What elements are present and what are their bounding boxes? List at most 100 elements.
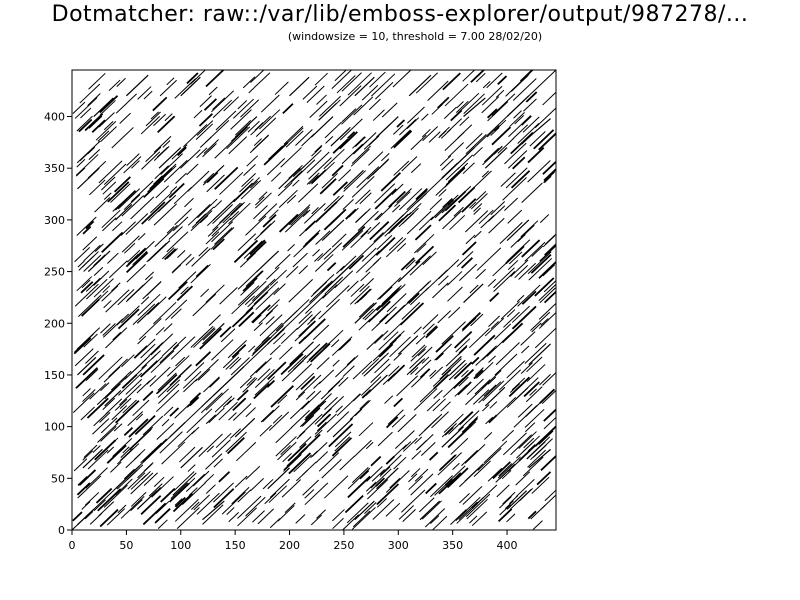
match-segment (260, 409, 274, 423)
match-segment (495, 89, 505, 98)
match-segment (376, 277, 402, 301)
match-segment (530, 311, 551, 331)
match-segment (407, 292, 420, 304)
match-segment (334, 436, 351, 452)
match-segment (396, 119, 406, 128)
match-segment (156, 146, 168, 158)
match-segment (372, 257, 382, 266)
match-segment (130, 472, 154, 495)
match-segment (504, 197, 519, 211)
match-segment (164, 113, 173, 122)
match-segment (124, 358, 147, 380)
match-segment (142, 438, 168, 463)
match-segment (212, 99, 233, 119)
match-segment (298, 183, 319, 203)
match-segment (502, 177, 527, 201)
match-segment (544, 243, 557, 256)
match-segment (453, 361, 473, 380)
match-segment (246, 376, 256, 386)
match-segment (456, 251, 474, 267)
match-segment (254, 368, 275, 388)
match-segment (361, 358, 380, 375)
match-segment (76, 158, 86, 168)
match-segment (450, 437, 469, 455)
match-segment (76, 482, 91, 496)
match-segment (376, 483, 400, 506)
match-segment (388, 190, 406, 208)
match-segment (148, 342, 164, 357)
match-segment (159, 79, 177, 97)
match-segment (243, 240, 263, 259)
match-segment (305, 400, 327, 421)
match-segment (459, 492, 470, 504)
match-segment (145, 146, 162, 163)
match-segment (402, 509, 416, 523)
match-segment (127, 253, 139, 265)
match-segment (262, 324, 284, 346)
match-segment (350, 283, 365, 297)
match-segment (95, 121, 117, 141)
match-segment (228, 202, 251, 225)
match-segment (507, 259, 519, 270)
match-segment (81, 501, 91, 510)
match-segment (108, 358, 128, 378)
match-segment (534, 107, 557, 129)
match-segment (473, 484, 498, 508)
match-segment (180, 286, 189, 295)
match-segment (540, 455, 557, 471)
match-segment (295, 391, 306, 401)
match-segment (234, 417, 256, 438)
match-segment (295, 372, 315, 391)
match-segment (497, 508, 513, 523)
match-segment (182, 370, 202, 389)
match-segment (397, 335, 419, 355)
match-segment (450, 109, 463, 122)
match-segment (347, 72, 372, 96)
match-segment (126, 153, 140, 167)
match-segment (517, 123, 540, 144)
match-segment (304, 482, 329, 506)
match-segment (78, 118, 93, 133)
match-segment (461, 241, 477, 256)
match-segment (421, 128, 431, 138)
match-segment (521, 290, 537, 305)
match-segment (441, 321, 466, 345)
y-tick-label: 100 (44, 421, 65, 434)
match-segment (159, 344, 180, 364)
match-segment (473, 207, 481, 215)
match-segment (409, 346, 433, 369)
match-segment (140, 296, 150, 305)
match-segment (270, 172, 282, 182)
match-segment (468, 416, 479, 426)
match-segment (447, 286, 463, 302)
match-segment (331, 437, 353, 457)
match-segment (298, 310, 313, 324)
match-segment (476, 247, 502, 271)
match-segment (527, 449, 546, 468)
match-segment (112, 221, 123, 232)
match-segment (126, 263, 146, 283)
match-segment (267, 299, 280, 312)
match-segment (284, 502, 296, 514)
match-segment (218, 401, 238, 421)
match-segment (205, 69, 225, 88)
match-segment (250, 180, 258, 189)
match-segment (273, 283, 286, 296)
match-segment (88, 149, 101, 161)
match-segment (538, 312, 557, 329)
match-segment (332, 509, 345, 522)
match-segment (328, 423, 354, 448)
match-segment (494, 353, 518, 376)
match-segment (252, 270, 264, 282)
match-segment (357, 210, 379, 232)
match-segment (246, 241, 267, 261)
match-segment (298, 413, 323, 437)
match-segment (415, 335, 426, 345)
match-segment (168, 182, 185, 199)
match-segment (157, 194, 177, 213)
match-segment (454, 330, 473, 349)
match-segment (176, 285, 194, 302)
match-segment (381, 284, 406, 308)
match-segment (387, 409, 404, 425)
match-segment (331, 336, 353, 356)
